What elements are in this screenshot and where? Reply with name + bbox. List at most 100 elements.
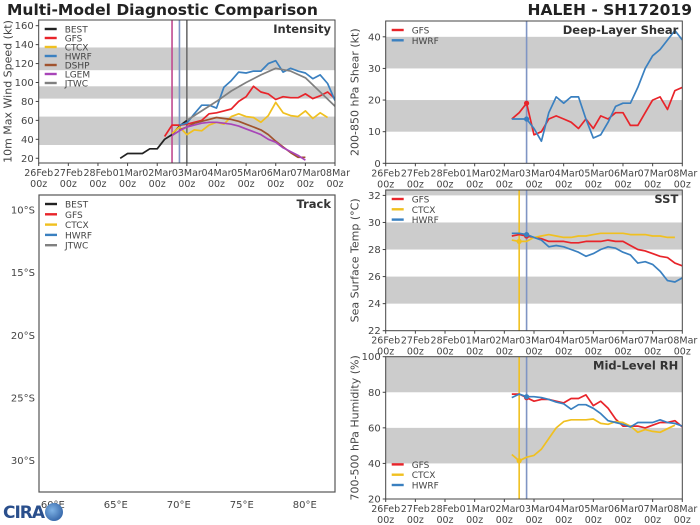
- x-tick-label-hour: 00z: [644, 179, 661, 190]
- legend-label-lgem: LGEM: [65, 71, 90, 81]
- x-tick-label-hour: 00z: [525, 179, 542, 190]
- x-tick-label-date: 05Mar: [578, 336, 608, 347]
- x-tick-label-date: 26Feb: [24, 168, 53, 179]
- intensity-plot-area: [38, 20, 335, 163]
- x-tick-label-hour: 00z: [614, 347, 631, 358]
- x-tick-label-date: 28Feb: [431, 504, 460, 515]
- x-tick-label-hour: 00z: [149, 179, 166, 190]
- y-tick-label: 30: [368, 64, 381, 75]
- lon-tick-label: 70°E: [167, 500, 191, 511]
- legend-label-best: BEST: [65, 201, 89, 211]
- y-axis-label: 10m Max Wind Speed (kt): [2, 20, 15, 163]
- jtwc-series-line: [186, 67, 335, 122]
- x-tick-label-hour: 00z: [674, 179, 691, 190]
- x-tick-label-hour: 00z: [496, 347, 513, 358]
- y-tick-label: 80: [368, 388, 381, 399]
- legend-label-gfs: GFS: [65, 211, 83, 221]
- x-tick-label-date: 27Feb: [401, 504, 430, 515]
- y-tick-label: 100: [15, 78, 34, 89]
- legend-label-ctcx: CTCX: [412, 471, 436, 481]
- x-tick-label-date: 05Mar: [578, 504, 608, 515]
- x-tick-label-date: 03Mar: [519, 336, 549, 347]
- x-tick-label-date: 02Mar: [142, 168, 172, 179]
- x-tick-label-hour: 00z: [89, 179, 106, 190]
- lon-tick-label: 80°E: [293, 500, 317, 511]
- x-tick-label-hour: 00z: [674, 515, 691, 525]
- x-tick-label-date: 28Feb: [431, 168, 460, 179]
- intensity-band: [385, 276, 683, 304]
- hwrf-current-marker: [523, 232, 530, 238]
- x-tick-label-hour: 00z: [407, 179, 424, 190]
- y-tick-label: 100: [362, 352, 381, 363]
- legend-label-gfs: GFS: [412, 196, 430, 206]
- x-tick-label-hour: 00z: [407, 347, 424, 358]
- y-tick-label: 140: [15, 40, 34, 51]
- legend-label-gfs: GFS: [412, 461, 430, 471]
- legend-label-dshp: DSHP: [65, 62, 90, 72]
- track-panel-title: Track: [297, 197, 332, 211]
- x-tick-label-date: 28Feb: [83, 168, 112, 179]
- intensity-band: [385, 36, 683, 69]
- x-tick-label-hour: 00z: [377, 179, 394, 190]
- sst-plot-area: [385, 190, 683, 331]
- gfs-series-line: [163, 85, 335, 137]
- x-tick-label-hour: 00z: [555, 515, 572, 525]
- x-tick-label-hour: 00z: [436, 347, 453, 358]
- shear-panel-title: Deep-Layer Shear: [563, 23, 679, 37]
- x-tick-label-hour: 00z: [466, 515, 483, 525]
- legend-label-ctcx: CTCX: [65, 44, 89, 54]
- y-tick-label: 160: [15, 21, 34, 32]
- rh-panel: 2040608010026Feb00z27Feb00z28Feb00z01Mar…: [349, 352, 698, 525]
- x-tick-label-date: 01Mar: [460, 168, 490, 179]
- y-tick-label: 20: [368, 96, 381, 107]
- cira-logo: CIRA: [3, 503, 64, 523]
- lat-tick-label: 25°S: [11, 394, 35, 405]
- legend-label-best: BEST: [65, 26, 89, 36]
- x-tick-label-date: 06Mar: [608, 504, 638, 515]
- legend-label-jtwc: JTWC: [64, 242, 88, 252]
- y-tick-label: 60: [368, 423, 381, 434]
- gfs-series-line: [511, 233, 683, 267]
- x-tick-label-hour: 00z: [644, 347, 661, 358]
- x-tick-label-date: 01Mar: [460, 504, 490, 515]
- x-tick-label-hour: 00z: [466, 179, 483, 190]
- y-tick-label: 120: [15, 59, 34, 70]
- x-tick-label-hour: 00z: [585, 515, 602, 525]
- lon-tick-label: 75°E: [230, 500, 254, 511]
- x-tick-label-hour: 00z: [178, 179, 195, 190]
- y-tick-label: 26: [368, 272, 381, 283]
- hwrf-current-marker: [523, 116, 530, 122]
- x-tick-label-hour: 00z: [436, 179, 453, 190]
- x-tick-label-date: 08Mar: [667, 336, 697, 347]
- gfs-current-marker: [523, 100, 530, 106]
- legend-label-hwrf: HWRF: [65, 231, 92, 241]
- x-tick-label-date: 06Mar: [608, 336, 638, 347]
- x-tick-label-hour: 00z: [496, 515, 513, 525]
- x-tick-label-hour: 00z: [267, 179, 284, 190]
- x-tick-label-hour: 00z: [377, 347, 394, 358]
- ctcx-current-marker: [516, 458, 522, 464]
- x-tick-label-hour: 00z: [60, 179, 77, 190]
- x-tick-label-date: 08Mar: [667, 168, 697, 179]
- legend-label-jtwc: JTWC: [64, 80, 88, 90]
- lat-tick-label: 15°S: [11, 268, 35, 279]
- x-tick-label-date: 26Feb: [371, 168, 400, 179]
- legend-label-hwrf: HWRF: [65, 53, 92, 63]
- x-tick-label-hour: 00z: [585, 347, 602, 358]
- x-tick-label-date: 05Mar: [578, 168, 608, 179]
- lon-tick-label: 65°E: [104, 500, 128, 511]
- ctcx-series-line: [171, 101, 329, 136]
- y-axis-label: 200-850 hPa Shear (kt): [349, 28, 362, 156]
- y-tick-label: 24: [368, 299, 381, 310]
- x-tick-label-date: 05Mar: [231, 168, 261, 179]
- shear-plot-area: [385, 21, 683, 164]
- x-tick-label-date: 27Feb: [401, 168, 430, 179]
- intensity-band: [385, 222, 683, 250]
- x-tick-label-hour: 00z: [407, 515, 424, 525]
- x-tick-label-date: 08Mar: [320, 168, 350, 179]
- intensity-band: [385, 427, 683, 464]
- y-tick-label: 40: [368, 459, 381, 470]
